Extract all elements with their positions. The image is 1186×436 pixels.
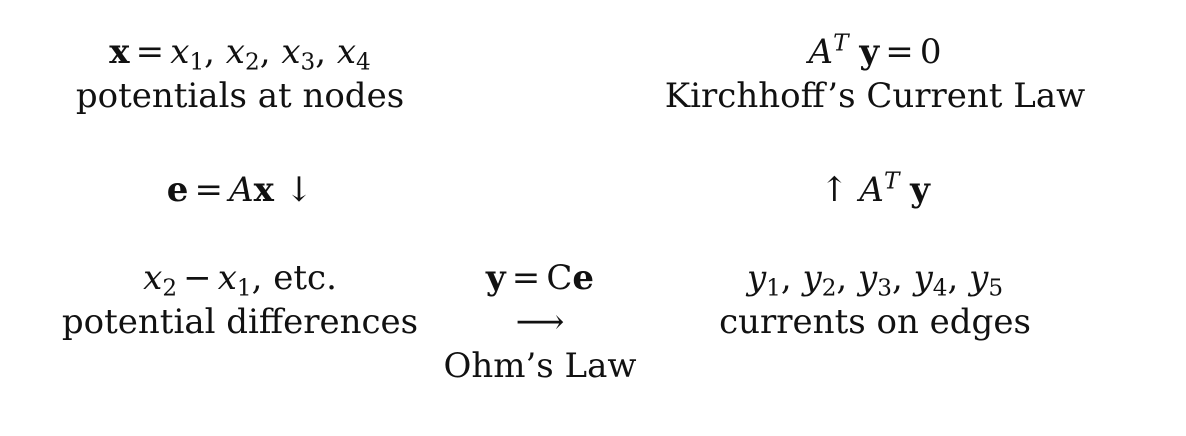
vector-y: y: [485, 258, 506, 298]
subscript-3: 3: [877, 275, 892, 302]
var-y2: y: [802, 258, 822, 298]
potential-differences-block: x2− x1, etc. potential differences: [50, 256, 430, 344]
subscript-2: 2: [821, 275, 837, 302]
vector-y: y: [859, 32, 880, 72]
kcl-formula: AT y = 0: [650, 30, 1100, 74]
ohms-law-caption: Ohm’s Law: [443, 346, 637, 386]
vector-x: x: [109, 32, 130, 72]
kcl-block: AT y = 0 Kirchhoff’s Current Law: [650, 30, 1100, 118]
incidence-step-block: e = Ax ↓: [60, 168, 420, 212]
comma: ,: [836, 258, 848, 298]
subscript-4: 4: [932, 275, 948, 302]
potential-differences-formula: x2− x1, etc.: [50, 256, 430, 300]
incidence-formula: e = Ax ↓: [60, 168, 420, 212]
node-potentials-formula: x = x1, x2, x3, x4: [60, 30, 420, 74]
var-x2: x: [225, 32, 245, 72]
var-x1: x: [217, 258, 237, 298]
subscript-2: 2: [162, 275, 178, 302]
comma: ,: [315, 32, 327, 72]
ohms-law-formula: y = Ce: [420, 256, 660, 300]
kcl-caption: Kirchhoff’s Current Law: [664, 76, 1086, 116]
subscript-1: 1: [766, 275, 781, 302]
comma: ,: [259, 32, 271, 72]
edge-currents-block: y1, y2, y3, y4, y5 currents on edges: [690, 256, 1060, 344]
transpose-T: T: [883, 168, 900, 195]
var-y3: y: [858, 258, 878, 298]
edge-currents-formula: y1, y2, y3, y4, y5: [690, 256, 1060, 300]
transpose-formula: ↑ AT y: [650, 168, 1100, 212]
transpose-T: T: [833, 30, 849, 57]
etc-text: , etc.: [251, 258, 337, 298]
equals-sign: =: [194, 170, 223, 210]
var-x4: x: [336, 32, 357, 72]
subscript-3: 3: [300, 49, 316, 76]
vector-x: x: [253, 170, 274, 210]
vector-e: e: [572, 258, 595, 298]
vector-y: y: [910, 170, 930, 210]
subscript-1: 1: [236, 275, 252, 302]
matrix-A: A: [229, 170, 254, 210]
right-arrow-icon: ⟶: [515, 302, 565, 342]
vector-e: e: [166, 170, 189, 210]
equals-sign: =: [511, 258, 541, 298]
comma: ,: [891, 258, 903, 298]
var-y4: y: [913, 258, 933, 298]
down-arrow-icon: ↓: [284, 170, 314, 210]
var-x2: x: [143, 258, 163, 298]
matrix-A: A: [808, 32, 834, 72]
comma: ,: [204, 32, 215, 72]
var-y5: y: [969, 258, 989, 298]
subscript-2: 2: [244, 49, 260, 76]
subscript-4: 4: [356, 49, 371, 76]
up-arrow-icon: ↑: [820, 170, 849, 210]
comma: ,: [780, 258, 792, 298]
subscript-5: 5: [988, 275, 1004, 302]
equals-sign: =: [885, 32, 914, 72]
var-x3: x: [281, 32, 301, 72]
transpose-step-block: ↑ AT y: [650, 168, 1100, 212]
minus-sign: −: [183, 258, 212, 298]
comma: ,: [947, 258, 959, 298]
var-x1: x: [170, 32, 190, 72]
matrix-A: A: [859, 170, 884, 210]
var-y1: y: [746, 258, 767, 298]
potential-differences-caption: potential differences: [61, 302, 419, 342]
node-potentials-caption: potentials at nodes: [75, 76, 405, 116]
node-potentials-block: x = x1, x2, x3, x4 potentials at nodes: [60, 30, 420, 118]
ohms-law-block: y = Ce ⟶ Ohm’s Law: [420, 256, 660, 388]
edge-currents-caption: currents on edges: [719, 302, 1031, 342]
equals-sign: =: [135, 32, 165, 72]
subscript-1: 1: [189, 49, 205, 76]
matrix-C: C: [546, 258, 573, 298]
zero: 0: [919, 32, 942, 72]
